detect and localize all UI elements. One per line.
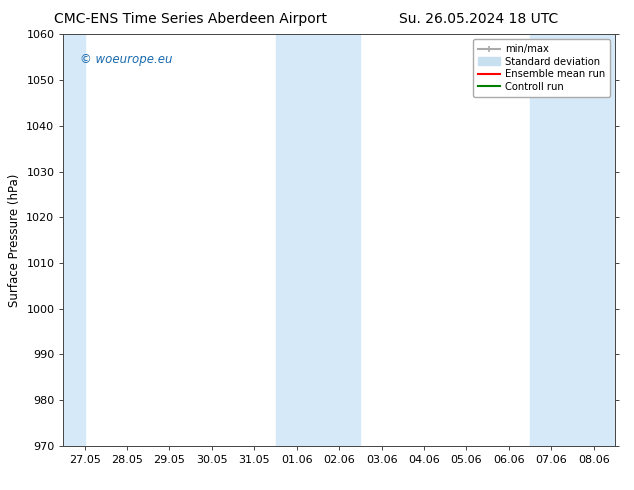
Text: Su. 26.05.2024 18 UTC: Su. 26.05.2024 18 UTC: [399, 12, 558, 26]
Y-axis label: Surface Pressure (hPa): Surface Pressure (hPa): [8, 173, 21, 307]
Bar: [276, 34, 360, 446]
Text: CMC-ENS Time Series Aberdeen Airport: CMC-ENS Time Series Aberdeen Airport: [54, 12, 327, 26]
Text: © woeurope.eu: © woeurope.eu: [80, 53, 172, 66]
Bar: [63, 34, 84, 446]
Legend: min/max, Standard deviation, Ensemble mean run, Controll run: min/max, Standard deviation, Ensemble me…: [473, 39, 610, 97]
Bar: [530, 34, 634, 446]
